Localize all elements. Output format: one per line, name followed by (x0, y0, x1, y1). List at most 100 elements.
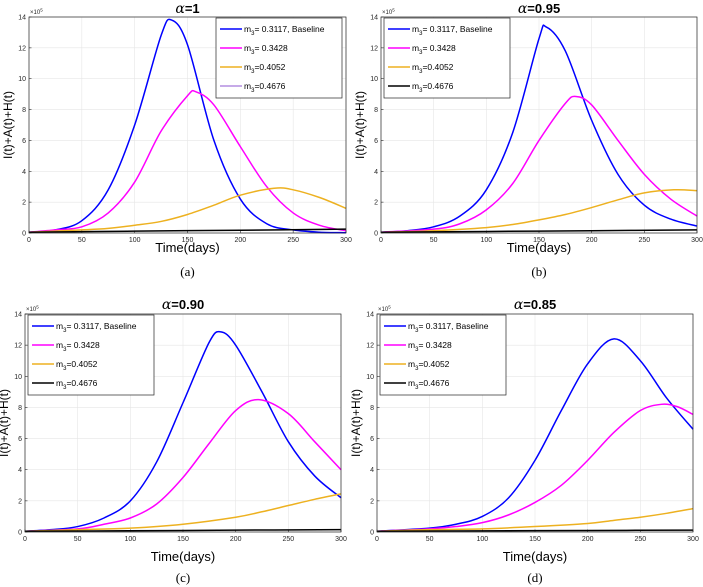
y-tick-label: 0 (370, 530, 374, 537)
y-tick-label: 10 (14, 374, 22, 381)
x-tick-label: 250 (287, 237, 299, 244)
series-line-0.4052 (24, 493, 342, 532)
y-tick-label: 4 (18, 467, 22, 474)
y-tick-label: 12 (370, 45, 378, 52)
y-tick-label: 14 (370, 15, 378, 22)
x-tick-label: 200 (230, 536, 242, 543)
chart-panel-d: 0 50 100 150 200 250 300 0 2 4 6 8 10 12 14 ×105 α=0.85 T… (349, 297, 699, 585)
axes-box (376, 313, 694, 533)
y-multiplier-exponent: 5 (392, 8, 395, 13)
series-line-0.4676 (24, 528, 342, 532)
series-line-0.3117 (380, 24, 698, 233)
series-line-0.4676 (380, 229, 698, 233)
legend-entry: m3= 0.3117, Baseline (408, 321, 489, 334)
y-multiplier-exponent: 5 (388, 305, 391, 310)
title-alpha-symbol: α (175, 1, 185, 17)
legend-subscript: 3 (415, 366, 419, 372)
legend-text: =0.4676 (254, 81, 285, 91)
series-line-0.4676 (376, 529, 694, 532)
legend-entry: m3=0.4052 (244, 62, 286, 75)
legend-text: =0.4676 (422, 81, 453, 91)
series-line-0.3117 (24, 330, 342, 532)
chart-title: α=0.95 (518, 1, 560, 17)
y-tick-label: 0 (374, 231, 378, 238)
x-tick-label: 150 (177, 536, 189, 543)
y-tick-label: 2 (374, 200, 378, 207)
y-multiplier-label: ×105 (30, 8, 43, 17)
x-tick-label: 0 (23, 536, 27, 543)
legend-symbol: m (56, 378, 63, 388)
y-multiplier-base: ×10 (382, 10, 393, 16)
x-axis-label: Time(days) (151, 549, 216, 564)
chart-panel-a: 0 50 100 150 200 250 300 0 2 4 6 8 10 12 14 ×105 α=1 Time… (1, 1, 352, 279)
chart-panel-c: 0 50 100 150 200 250 300 0 2 4 6 8 10 12 14 ×105 α=0.90 T… (0, 297, 347, 585)
panel-caption: (a) (180, 264, 194, 279)
y-tick-label: 0 (18, 530, 22, 537)
legend-symbol: m (244, 62, 251, 72)
y-tick-label: 10 (370, 76, 378, 83)
legend-subscript: 3 (415, 385, 419, 391)
x-tick-label: 250 (282, 536, 294, 543)
legend-symbol: m (408, 359, 415, 369)
series-line-0.4676 (28, 228, 347, 233)
x-tick-label: 150 (529, 536, 541, 543)
chart-title: α=1 (175, 1, 199, 17)
legend-text: =0.4052 (418, 359, 449, 369)
y-axis-label: I(t)+A(t)+H(t) (353, 91, 367, 159)
legend-text: = 0.3117, Baseline (66, 321, 136, 331)
y-tick-label: 8 (370, 405, 374, 412)
legend-entry: m3=0.4676 (408, 378, 450, 391)
title-value: =0.90 (171, 297, 204, 312)
legend-entry: m3=0.4052 (412, 62, 454, 75)
legend-text: =0.4052 (66, 359, 97, 369)
legend-symbol: m (56, 359, 63, 369)
legend-box (379, 314, 507, 396)
x-tick-label: 100 (476, 536, 488, 543)
y-multiplier-base: ×10 (30, 10, 41, 16)
legend-symbol: m (244, 81, 251, 91)
series-line-0.4052 (28, 187, 347, 233)
legend-symbol: m (244, 24, 251, 34)
legend-box (215, 17, 343, 99)
x-tick-label: 300 (335, 536, 347, 543)
chart-title: α=0.90 (162, 297, 204, 313)
y-axis-label: I(t)+A(t)+H(t) (1, 91, 15, 159)
legend-text: = 0.3428 (254, 43, 288, 53)
chart-title: α=0.85 (514, 297, 556, 313)
y-tick-label: 14 (14, 312, 22, 319)
x-tick-label: 50 (430, 237, 438, 244)
x-tick-label: 0 (375, 536, 379, 543)
series-line-0.3428 (28, 89, 347, 233)
series-line-0.3428 (24, 398, 342, 532)
x-tick-label: 100 (480, 237, 492, 244)
legend-entry: m3= 0.3428 (56, 340, 100, 353)
title-alpha-symbol: α (518, 1, 528, 17)
y-tick-label: 12 (366, 343, 374, 350)
y-tick-label: 2 (22, 200, 26, 207)
y-axis-label: I(t)+A(t)+H(t) (349, 389, 363, 457)
y-multiplier-exponent: 5 (40, 8, 43, 13)
series-line-0.4052 (376, 507, 694, 532)
x-axis-label: Time(days) (507, 240, 572, 255)
legend-text: = 0.3117, Baseline (254, 24, 324, 34)
legend-subscript: 3 (251, 88, 255, 94)
y-multiplier-base: ×10 (26, 307, 37, 313)
y-tick-label: 4 (370, 467, 374, 474)
legend-entry: m3= 0.3117, Baseline (56, 321, 137, 334)
panel-caption: (c) (176, 570, 190, 585)
legend-text: =0.4676 (66, 378, 97, 388)
axes-box (24, 313, 342, 533)
x-axis-label: Time(days) (503, 549, 568, 564)
legend-text: = 0.3117, Baseline (422, 24, 492, 34)
y-multiplier-label: ×105 (382, 8, 395, 17)
legend-symbol: m (408, 321, 415, 331)
legend-text: = 0.3428 (418, 340, 452, 350)
legend-symbol: m (56, 340, 63, 350)
legend-entry: m3=0.4676 (412, 81, 454, 94)
chart-panel-b: 0 50 100 150 200 250 300 0 2 4 6 8 10 12 14 ×105 α=0.95 T… (353, 1, 703, 279)
legend-subscript: 3 (63, 385, 67, 391)
x-tick-label: 200 (234, 237, 246, 244)
